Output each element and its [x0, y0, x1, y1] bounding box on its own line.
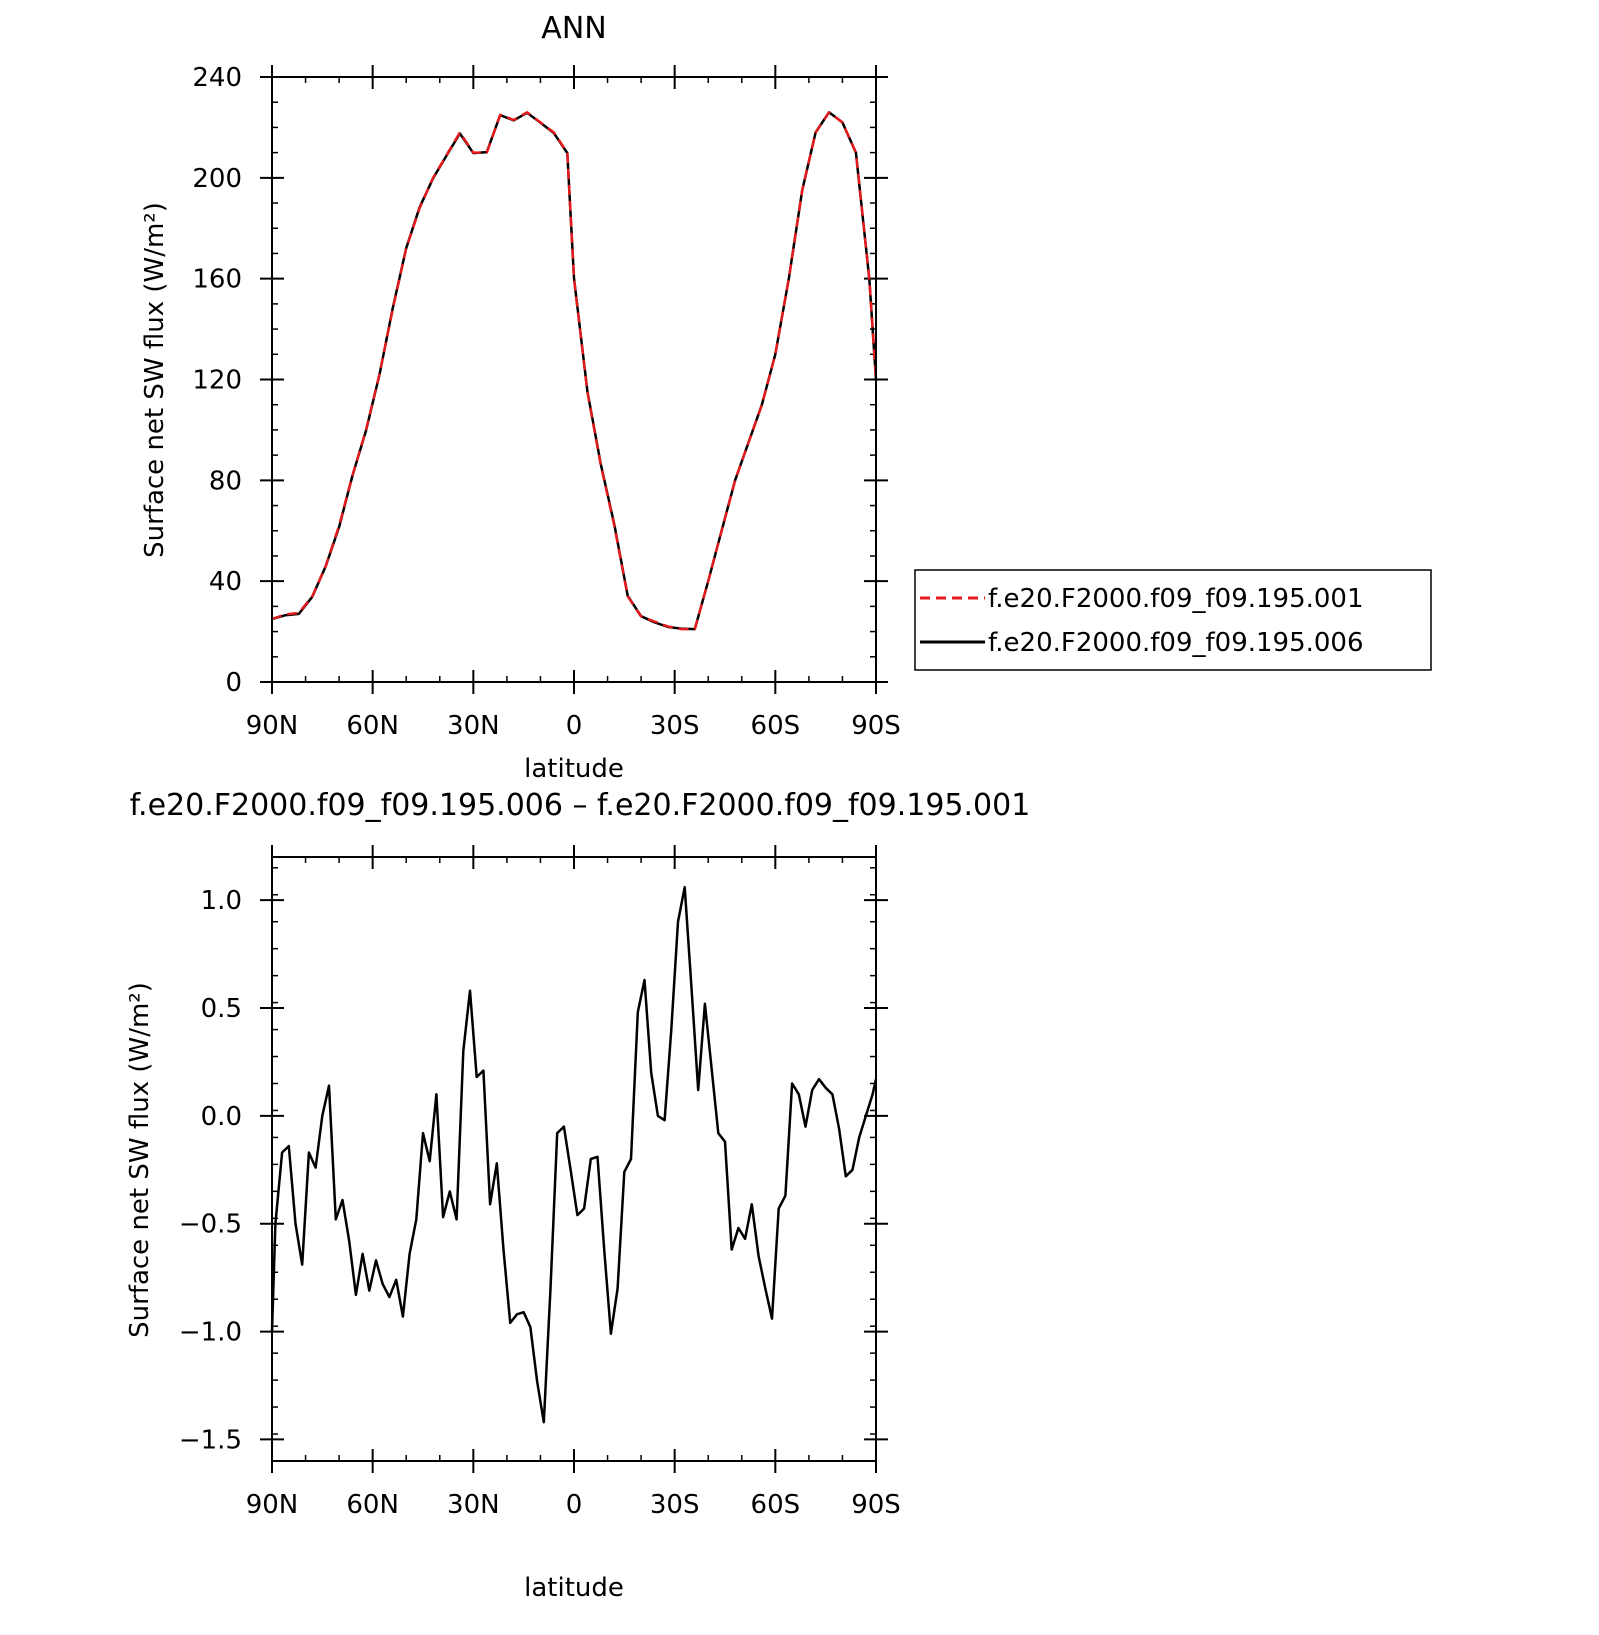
bottom-x-tick-label: 90S: [851, 1490, 901, 1520]
legend-box: [914, 569, 1432, 671]
top-x-tick-label: 30N: [447, 711, 500, 741]
top-x-tick-label: 90S: [851, 711, 901, 741]
bottom-plot-frame: [271, 856, 877, 1462]
top-x-tick-labels: 90N 60N 30N 0 30S 60S 90S: [246, 711, 901, 741]
top-y-tick-labels: 0 40 80 120 160 200 240: [192, 63, 242, 698]
bottom-x-axis-label: latitude: [524, 1573, 624, 1603]
bottom-y-tick-label: 0.5: [201, 994, 242, 1024]
bottom-series-lines: [270, 885, 878, 1424]
bottom-x-tick-label: 30S: [650, 1490, 700, 1520]
bottom-x-tick-label: 60N: [346, 1490, 399, 1520]
top-y-tick-label: 120: [192, 366, 242, 396]
bottom-y-tick-label: −1.5: [179, 1425, 242, 1455]
top-x-tick-label: 60S: [751, 711, 801, 741]
bottom-y-tick-label: −1.0: [179, 1318, 242, 1348]
bottom-y-axis-label: Surface net SW flux (W/m²): [125, 982, 155, 1338]
legend-label-series-2: f.e20.F2000.f09_f09.195.006: [988, 628, 1364, 658]
top-y-tick-label: 200: [192, 164, 242, 194]
bottom-x-tick-label: 60S: [751, 1490, 801, 1520]
top-x-tick-label: 60N: [346, 711, 399, 741]
bottom-x-tick-label: 90N: [246, 1490, 299, 1520]
top-chart-title: ANN: [541, 11, 606, 46]
top-y-tick-label: 160: [192, 265, 242, 295]
bottom-y-tick-labels: −1.5 −1.0 −0.5 0.0 0.5 1.0: [179, 886, 242, 1455]
bottom-y-tick-label: 0.0: [201, 1102, 242, 1132]
top-y-tick-label: 240: [192, 63, 242, 93]
bottom-series-line-1: [270, 885, 878, 1424]
top-y-tick-label: 80: [209, 466, 242, 496]
top-x-axis-label: latitude: [524, 754, 624, 784]
top-y-tick-label: 0: [225, 668, 242, 698]
bottom-y-tick-label: 1.0: [201, 886, 242, 916]
bottom-x-tick-label: 0: [566, 1490, 583, 1520]
top-x-tick-label: 30S: [650, 711, 700, 741]
top-x-tick-label: 90N: [246, 711, 299, 741]
top-y-axis-label: Surface net SW flux (W/m²): [140, 202, 170, 558]
bottom-chart-title: f.e20.F2000.f09_f09.195.006 – f.e20.F200…: [130, 788, 1031, 823]
legend: f.e20.F2000.f09_f09.195.001 f.e20.F2000.…: [914, 569, 1432, 671]
bottom-x-tick-labels: 90N 60N 30N 0 30S 60S 90S: [246, 1490, 901, 1520]
top-series-line-1: [271, 111, 878, 631]
bottom-panel: f.e20.F2000.f09_f09.195.006 – f.e20.F200…: [125, 788, 1030, 1603]
bottom-x-tick-label: 30N: [447, 1490, 500, 1520]
top-plot-frame: [271, 76, 877, 683]
legend-label-series-1: f.e20.F2000.f09_f09.195.001: [988, 584, 1364, 614]
top-x-tick-label: 0: [566, 711, 583, 741]
top-y-tick-label: 40: [209, 567, 242, 597]
bottom-y-tick-label: −0.5: [179, 1210, 242, 1240]
top-series-lines: [271, 111, 878, 631]
